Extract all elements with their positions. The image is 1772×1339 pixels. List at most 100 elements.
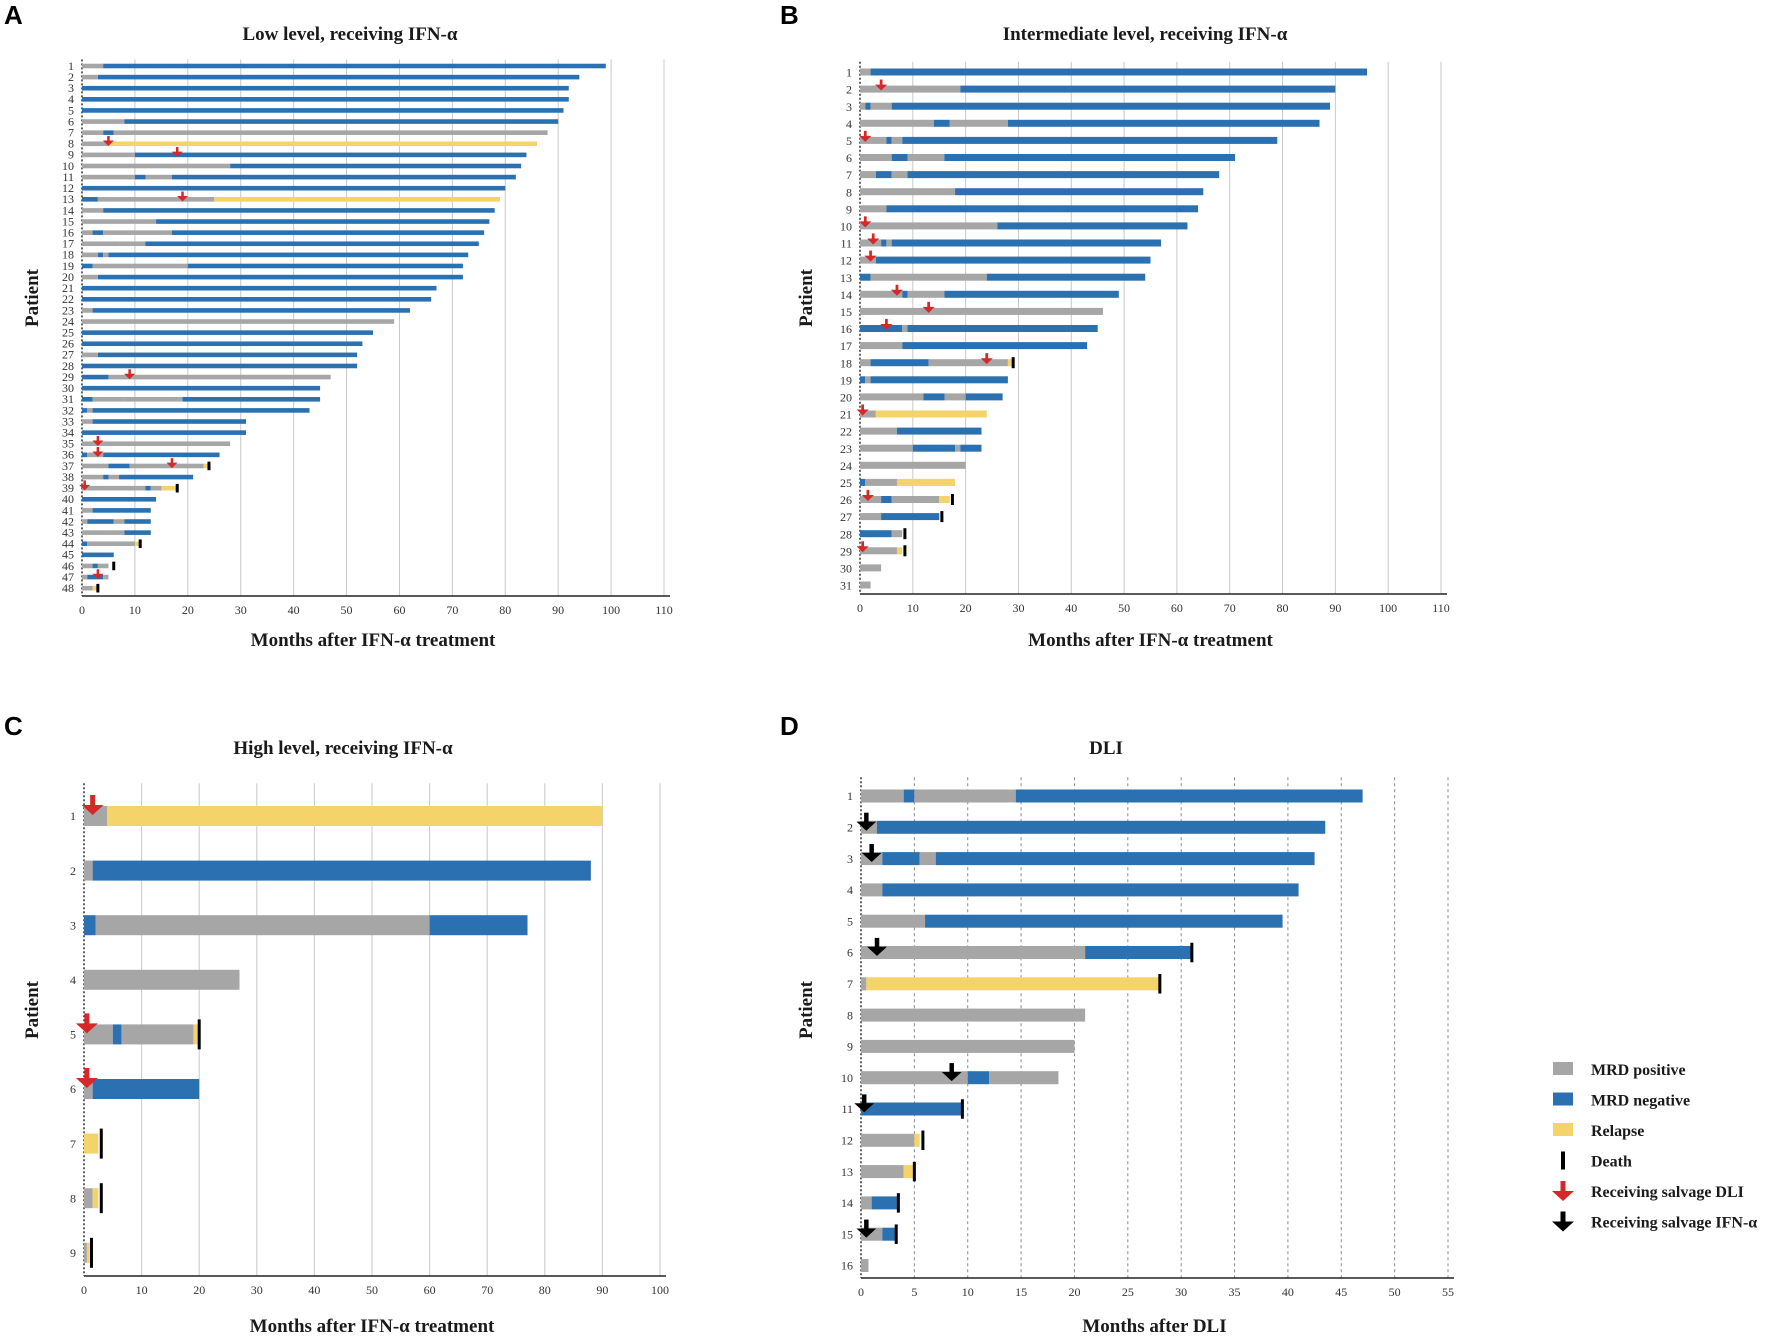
patient-row: 10 [840,216,1188,233]
patient-label: 4 [846,117,852,131]
patient-label: 28 [62,359,74,373]
legend-item: Relapse [1553,1123,1644,1140]
salvage-ifn-arrow-icon [854,1094,875,1113]
legend-item: Death [1561,1151,1632,1171]
patient-label: 15 [840,305,852,319]
mrd-positive-bar [82,130,104,135]
salvage-dli-arrow-icon-shaft [985,353,989,360]
patient-label: 8 [847,1008,853,1022]
mrd-negative-bar [870,359,929,367]
salvage-ifn-arrow-icon-shaft [861,1094,867,1105]
mrd-negative-bar [882,852,920,866]
salvage-dli-arrow-icon-head [171,151,183,158]
mrd-negative-bar [134,152,527,158]
patient-label: 16 [62,226,74,240]
patient-row: 31 [62,392,321,406]
death-marker [112,561,116,571]
patient-row: 44 [62,537,142,551]
mrd-negative-bar [935,852,1315,866]
salvage-dli-arrow-icon-shaft [869,250,872,257]
mrd-positive-bar [860,342,903,350]
patient-label: 44 [62,537,74,551]
salvage-dli-arrow-icon-head [864,255,877,262]
patient-label: 29 [840,544,852,558]
death-marker [912,1161,916,1182]
patient-label: 8 [70,1191,76,1205]
x-axis-label: Months after IFN-α treatment [250,1316,495,1334]
salvage-ifn-arrow-icon-head [941,1072,962,1082]
patient-row: 1 [70,795,603,826]
mrd-negative-bar [82,85,569,91]
mrd-positive-bar [860,461,966,469]
relapse-bar [1007,359,1014,367]
salvage-dli-arrow-icon-shaft [128,369,131,375]
patient-row: 14 [62,203,495,217]
mrd-positive-bar [955,444,961,452]
x-tick-label: 70 [446,603,458,617]
x-axis-label: Months after IFN-α treatment [251,630,496,651]
death-marker [207,461,211,471]
mrd-negative-bar [907,325,1098,332]
patient-row: 11 [840,233,1162,251]
salvage-dli-arrow-icon [92,447,104,458]
mrd-negative-bar [82,330,373,335]
x-tick-label: 40 [1282,1285,1294,1299]
patient-label: 27 [62,348,74,362]
mrd-negative-bar [103,63,606,69]
mrd-negative-bar [960,444,982,452]
x-tick-label: 60 [1171,601,1183,615]
patient-label: 29 [62,370,74,384]
salvage-dli-arrow-icon-shaft [861,541,865,548]
mrd-negative-bar [923,393,945,401]
mrd-positive-bar [944,393,966,401]
panel-letter: C [4,711,23,741]
mrd-positive-bar [103,574,109,580]
mrd-positive-bar [82,574,88,580]
mrd-positive-bar [82,174,135,180]
x-tick-label: 50 [1118,601,1130,615]
salvage-dli-arrow-icon [859,216,872,228]
patient-row: 28 [840,527,907,541]
mrd-negative-bar [92,508,151,513]
salvage-dli-arrow-icon-head [875,84,888,91]
mrd-positive-bar [861,1165,904,1179]
death-marker [896,1193,900,1213]
salvage-ifn-arrow-icon-head [854,1103,875,1113]
mrd-negative-bar [1015,789,1363,803]
mrd-positive-bar [860,188,956,196]
patient-label: 6 [846,151,852,165]
patient-row: 5 [847,914,1283,928]
patient-label: 3 [68,81,74,95]
patient-row: 11 [62,170,516,184]
x-tick-label: 90 [552,603,564,617]
salvage-dli-arrow-icon-shaft [866,489,870,496]
mrd-negative-bar [860,376,866,384]
patient-label: 16 [840,322,852,336]
patient-label: 18 [62,248,74,262]
patient-row: 23 [840,442,982,456]
death-marker [1190,942,1194,963]
death-marker [950,494,954,505]
patient-row: 16 [840,318,1098,336]
mrd-positive-bar [860,171,876,179]
salvage-dli-arrow-icon-head [124,373,136,380]
patient-label: 12 [841,1134,853,1148]
patient-label: 10 [840,219,852,233]
mrd-positive-bar [145,174,172,180]
patient-row: 39 [62,480,179,495]
x-tick-label: 80 [539,1283,551,1297]
salvage-dli-arrow-icon-head [980,358,993,365]
panel-b: B Intermediate level, receiving IFN-α Mont… [780,0,1450,651]
mrd-negative-bar [881,496,892,503]
mrd-positive-bar [82,463,109,469]
mrd-negative-bar [108,252,469,258]
patient-row: 26 [62,337,363,351]
x-axis-label: Months after DLI [1082,1316,1226,1334]
x-tick-label: 30 [1012,601,1024,615]
salvage-ifn-arrow-icon [867,937,887,956]
mrd-positive-bar [82,352,98,358]
x-tick-label: 100 [602,603,620,617]
patient-label: 13 [62,192,74,206]
salvage-ifn-arrow-icon-shaft [949,1063,954,1073]
x-axis-label: Months after IFN-α treatment [1028,630,1273,651]
